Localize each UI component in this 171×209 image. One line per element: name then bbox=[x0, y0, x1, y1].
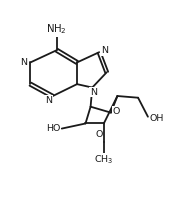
Text: N: N bbox=[20, 58, 27, 67]
Text: O: O bbox=[112, 107, 120, 116]
Text: OH: OH bbox=[149, 114, 164, 123]
Text: N: N bbox=[101, 46, 108, 55]
Text: HO: HO bbox=[46, 124, 60, 133]
Text: O: O bbox=[95, 130, 103, 139]
Text: N: N bbox=[90, 88, 97, 97]
Text: CH$_3$: CH$_3$ bbox=[94, 153, 114, 166]
Text: NH$_2$: NH$_2$ bbox=[46, 22, 67, 36]
Text: N: N bbox=[45, 96, 52, 105]
